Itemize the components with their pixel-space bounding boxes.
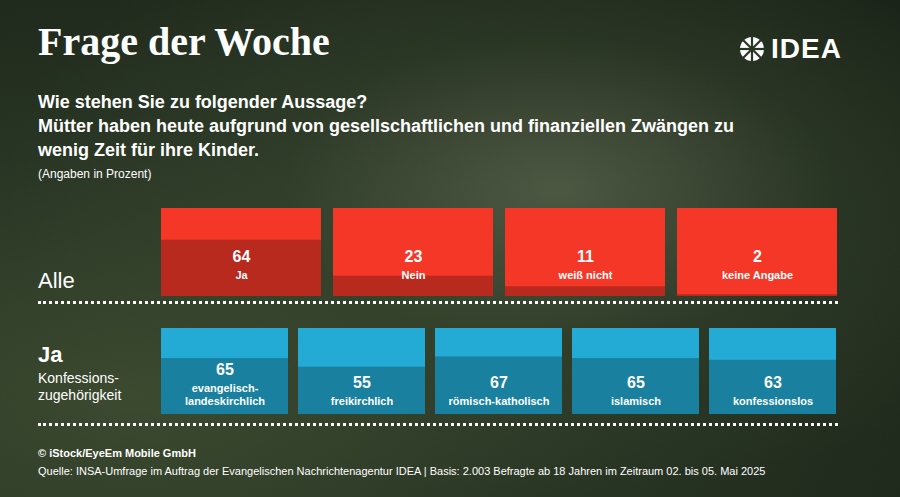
svg-text:23: 23 — [405, 248, 423, 265]
svg-text:63: 63 — [764, 374, 782, 391]
html-text:(Angaben in Prozent): (Angaben in Prozent) — [38, 167, 152, 181]
svg-text:65: 65 — [627, 374, 645, 391]
html-text:Alle: Alle — [38, 268, 75, 293]
svg-text:Nein: Nein — [402, 269, 426, 281]
svg-text:Ja: Ja — [235, 269, 248, 281]
html-text:IDEA: IDEA — [771, 33, 842, 64]
svg-text:11: 11 — [577, 248, 594, 265]
svg-text:2: 2 — [753, 248, 762, 265]
html-text:Quelle: INSA-Umfrage im Auftra: Quelle: INSA-Umfrage im Auftrag der Evan… — [38, 465, 766, 477]
html-text:© iStock/EyeEm Mobile GmbH: © iStock/EyeEm Mobile GmbH — [38, 447, 196, 459]
svg-text:weiß nicht: weiß nicht — [558, 269, 613, 281]
svg-text:67: 67 — [490, 374, 508, 391]
html-text:Konfessions- zugehörigkeit: Konfessions- zugehörigkeit — [38, 370, 122, 403]
svg-text:keine Angabe: keine Angabe — [722, 269, 793, 281]
html-text:Wie stehen Sie zu folgender Au: Wie stehen Sie zu folgender Aussage? — [38, 92, 368, 112]
html-text:Mütter haben heute aufgrund vo: Mütter haben heute aufgrund von gesellsc… — [38, 116, 735, 160]
html-text:Ja: Ja — [38, 342, 63, 367]
svg-text:65: 65 — [216, 361, 234, 378]
svg-text:freikirchlich: freikirchlich — [331, 395, 394, 407]
svg-text:konfessionslos: konfessionslos — [733, 395, 813, 407]
svg-text:evangelisch-landeskirchlich: evangelisch-landeskirchlich — [185, 382, 265, 407]
svg-text:islamisch: islamisch — [611, 395, 661, 407]
html-text:Frage der Woche: Frage der Woche — [38, 19, 330, 64]
svg-text:55: 55 — [353, 374, 371, 391]
svg-text:64: 64 — [233, 248, 251, 265]
svg-text:römisch-katholisch: römisch-katholisch — [449, 395, 550, 407]
